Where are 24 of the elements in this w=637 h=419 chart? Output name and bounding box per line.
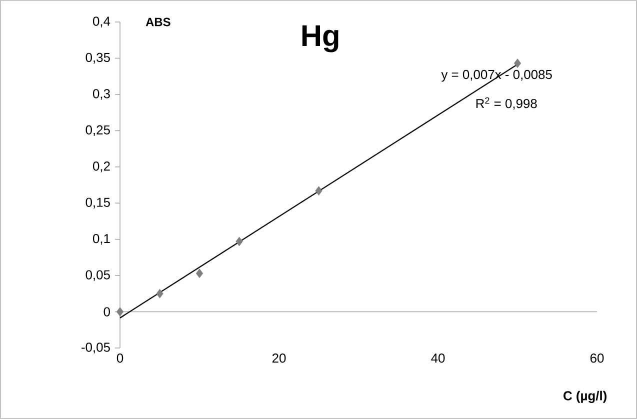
- x-tick-label: 0: [116, 354, 124, 363]
- annotation: R$^{2}$ = 0,998: [476, 97, 537, 110]
- point: [156, 288, 164, 298]
- y-tick-label: 0,3: [92, 89, 110, 100]
- y-tick-label: 0: [104, 307, 110, 316]
- chart-title: Hg: [302, 25, 338, 52]
- x-tick-label: 60: [590, 354, 604, 363]
- y-tick-label: 0,1: [92, 234, 110, 245]
- y-tick-label: 0,4: [92, 16, 110, 28]
- point: [236, 236, 243, 246]
- point: [196, 268, 204, 278]
- annotation: y = 0,007x - 0,0085: [441, 70, 552, 82]
- y-tick-label: 0,05: [86, 270, 110, 281]
- x-tick-label: 20: [272, 354, 286, 363]
- y-tick-label: -0,05: [82, 342, 110, 354]
- y-tick-label: 0,35: [86, 52, 110, 64]
- x-axis-title: C (µg/l): [564, 390, 607, 403]
- y-tick-label: 0,2: [92, 162, 110, 172]
- y-tick-label: 0,25: [86, 125, 110, 136]
- point: [514, 58, 522, 68]
- point: [315, 186, 322, 196]
- y-tick-label: 0,15: [86, 198, 110, 208]
- x-tick-label: 40: [431, 354, 445, 363]
- y-axis-title: ABS: [146, 18, 170, 26]
